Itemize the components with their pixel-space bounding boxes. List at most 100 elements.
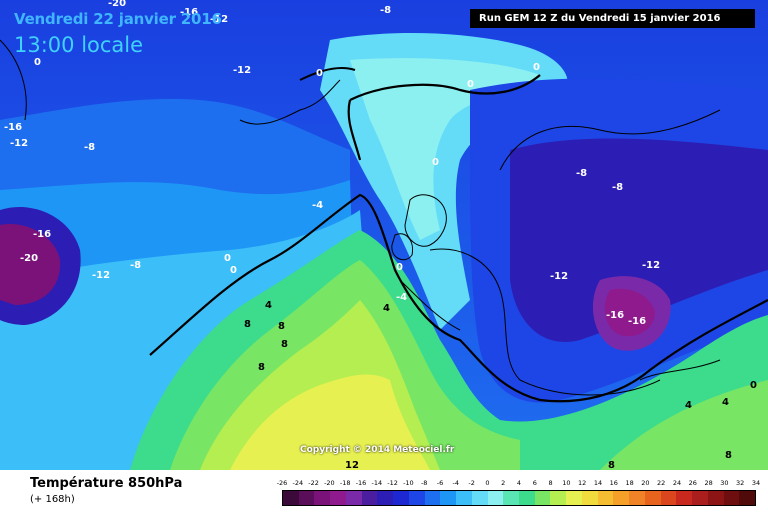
scale-swatch <box>377 491 394 505</box>
scale-swatch <box>613 491 630 505</box>
label-15: -4 <box>312 200 323 211</box>
label-21: 0 <box>224 253 231 264</box>
scale-swatch <box>723 491 740 505</box>
scale-label: 26 <box>688 479 697 487</box>
scale-swatch <box>566 491 582 505</box>
west-low-core <box>0 224 61 305</box>
scale-swatch <box>597 491 614 505</box>
warm-band-4 <box>230 374 430 470</box>
label-38: 4 <box>722 397 729 408</box>
scale-swatch <box>440 491 457 505</box>
label-23: -12 <box>550 271 568 282</box>
scale-label: 14 <box>593 479 603 487</box>
scale-label: 10 <box>562 479 571 487</box>
label-4: -8 <box>380 5 391 16</box>
label-6: 0 <box>316 68 323 79</box>
color-scale-bar <box>282 490 756 506</box>
zero-contour-south <box>149 193 768 403</box>
scale-swatch <box>345 491 362 505</box>
label-11: 0 <box>533 62 540 73</box>
label-3: -12 <box>210 14 228 25</box>
forecast-range: (+ 168h) <box>30 494 75 505</box>
scale-label: -14 <box>371 479 383 487</box>
scale-label: -6 <box>436 479 444 487</box>
cold-core-inner <box>604 288 655 337</box>
label-2: -16 <box>180 7 198 18</box>
model-run-info: Run GEM 12 Z du Vendredi 15 janvier 2016 <box>470 9 755 28</box>
color-scale-labels: -26 -24 -22 -20 -18 -16 -14 -12 -10 -8 -6 -4 -2 0 2 4 6 8… <box>277 479 760 489</box>
label-14: -8 <box>612 182 623 193</box>
label-19: -12 <box>92 270 110 281</box>
scale-swatch <box>393 491 409 505</box>
scale-label: 30 <box>720 479 729 487</box>
label-24: -12 <box>642 260 660 271</box>
scale-label: 0 <box>485 479 490 487</box>
scale-label: 18 <box>625 479 634 487</box>
coastlines <box>0 39 721 396</box>
label-8: -16 <box>4 122 22 133</box>
scale-label: 22 <box>657 479 666 487</box>
scale-label: 2 <box>501 479 506 487</box>
scale-label: 8 <box>548 479 553 487</box>
label-16: 0 <box>432 157 439 168</box>
scale-label: -24 <box>292 479 304 487</box>
label-12: 0 <box>467 79 474 90</box>
scale-swatch <box>456 491 472 505</box>
scale-label: -26 <box>276 479 288 487</box>
label-18: -20 <box>20 253 38 264</box>
label-5: -12 <box>233 65 251 76</box>
label-35: 12 <box>345 460 359 470</box>
label-36: 8 <box>608 460 615 470</box>
scale-swatch <box>503 491 520 505</box>
parameter-title: Température 850hPa <box>30 476 183 491</box>
scale-swatch <box>471 491 488 505</box>
label-7: 0 <box>34 57 41 68</box>
scale-label: -4 <box>452 479 460 487</box>
label-31: -16 <box>606 310 624 321</box>
scale-label: -2 <box>468 479 475 487</box>
scale-swatch <box>581 491 598 505</box>
copyright-notice: Copyright © 2014 Meteociel.fr <box>300 445 455 455</box>
scale-swatch <box>424 491 441 505</box>
map-canvas: -20 -16 -12 -8 -12 0 0 -16 -12 -8 0 0 -8… <box>0 0 768 470</box>
scale-label: 20 <box>641 479 650 487</box>
scale-swatch <box>314 491 331 505</box>
scale-label: 32 <box>736 479 745 487</box>
scale-swatch <box>644 491 661 505</box>
scale-swatch <box>629 491 645 505</box>
label-1: -20 <box>108 0 126 9</box>
scale-swatch <box>487 491 504 505</box>
label-13: -8 <box>576 168 587 179</box>
label-29: 8 <box>278 321 285 332</box>
scale-label: 34 <box>751 479 761 487</box>
label-22: 0 <box>230 265 237 276</box>
scale-swatch <box>283 491 299 505</box>
forecast-time: 13:00 locale <box>14 33 144 57</box>
forecast-date: Vendredi 22 janvier 2016 <box>14 10 222 28</box>
label-37: 4 <box>685 400 692 411</box>
scale-label: 6 <box>532 479 537 487</box>
label-27: 4 <box>383 303 390 314</box>
scale-label: -22 <box>308 479 319 487</box>
scale-label: 4 <box>516 479 522 487</box>
scale-swatch <box>534 491 551 505</box>
scale-label: -10 <box>403 479 414 487</box>
zero-contour-iceland <box>299 67 356 81</box>
scale-label: 12 <box>578 479 587 487</box>
label-10: -8 <box>84 142 95 153</box>
label-32: -16 <box>628 316 646 327</box>
label-9: -12 <box>10 138 28 149</box>
scale-swatch <box>707 491 724 505</box>
scale-label: -8 <box>420 479 428 487</box>
label-20: -8 <box>130 260 141 271</box>
scale-swatch <box>692 491 708 505</box>
label-39: 0 <box>750 380 757 391</box>
east-cold-core <box>510 138 768 342</box>
label-33: 8 <box>258 362 265 373</box>
scale-swatch <box>298 491 315 505</box>
scale-swatch <box>519 491 535 505</box>
label-34: 8 <box>725 450 732 461</box>
scale-swatch <box>676 491 693 505</box>
scale-label: 16 <box>609 479 618 487</box>
label-30: 8 <box>281 339 288 350</box>
